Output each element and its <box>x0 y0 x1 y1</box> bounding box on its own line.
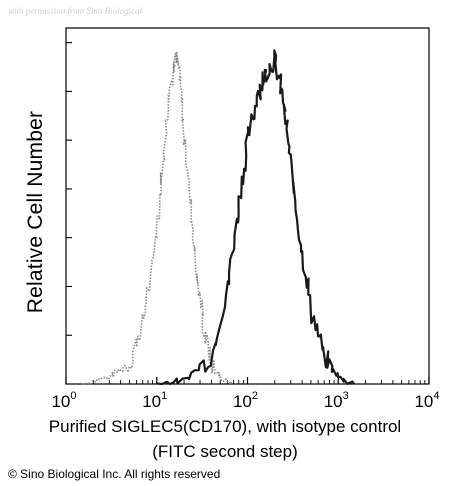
watermark: with permission from Sino Biological <box>8 6 143 16</box>
plot-frame <box>65 27 430 385</box>
x-axis-label-line2: (FITC second step) <box>152 442 298 461</box>
x-tick-label: 102 <box>233 390 258 411</box>
x-axis-label: Purified SIGLEC5(CD170), with isotype co… <box>48 417 402 436</box>
x-tick-label: 104 <box>414 390 439 411</box>
x-tick-label: 100 <box>51 390 76 411</box>
series-isotype-control <box>82 51 234 385</box>
x-tick-label: 103 <box>324 390 349 411</box>
y-axis-label: Relative Cell Number <box>24 110 47 314</box>
copyright-notice: © Sino Biological Inc. All rights reserv… <box>8 467 221 481</box>
x-tick-label: 101 <box>142 390 167 411</box>
series-siglec5 <box>156 49 356 386</box>
